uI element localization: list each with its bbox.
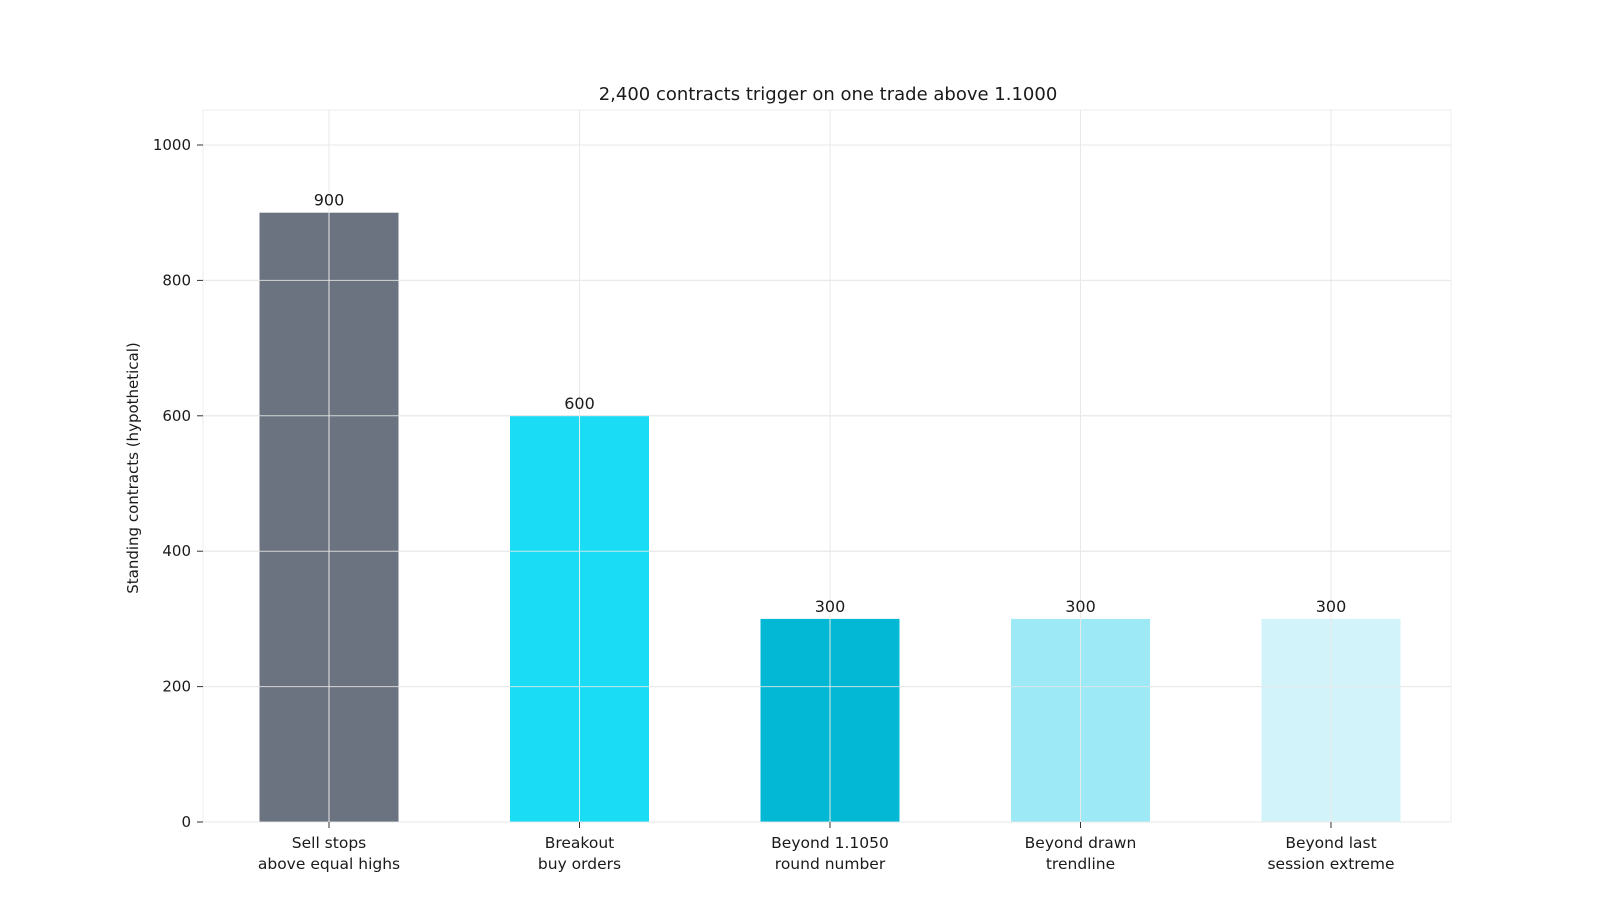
- x-axis: Sell stops above equal highs Breakout buy o…: [258, 822, 1395, 873]
- x-tick-label: Beyond 1.1050 round number: [771, 834, 889, 873]
- y-tick-label: 1000: [153, 136, 191, 154]
- y-axis: 0 200 400 600 800 1000: [153, 136, 203, 831]
- x-tick-label: Breakout buy orders: [538, 834, 621, 873]
- y-tick-label: 600: [162, 407, 191, 425]
- vertical-grid: [203, 110, 1451, 823]
- x-tick-label: Beyond drawn trendline: [1025, 834, 1137, 873]
- y-tick-label: 800: [162, 271, 191, 289]
- value-label: 300: [815, 597, 846, 616]
- value-label: 300: [1316, 597, 1347, 616]
- y-axis-title: Standing contracts (hypothetical): [124, 342, 142, 594]
- y-tick-label: 0: [181, 813, 191, 831]
- value-labels: 900 600 300 300 300: [314, 191, 1347, 616]
- value-label: 600: [564, 394, 595, 413]
- value-label: 300: [1065, 597, 1096, 616]
- x-tick-label: Beyond last session extreme: [1267, 834, 1394, 873]
- y-tick-label: 200: [162, 678, 191, 696]
- value-label: 900: [314, 191, 345, 210]
- x-tick-label: Sell stops above equal highs: [258, 834, 400, 873]
- chart-title: 2,400 contracts trigger on one trade abo…: [599, 84, 1058, 105]
- y-tick-label: 400: [162, 542, 191, 560]
